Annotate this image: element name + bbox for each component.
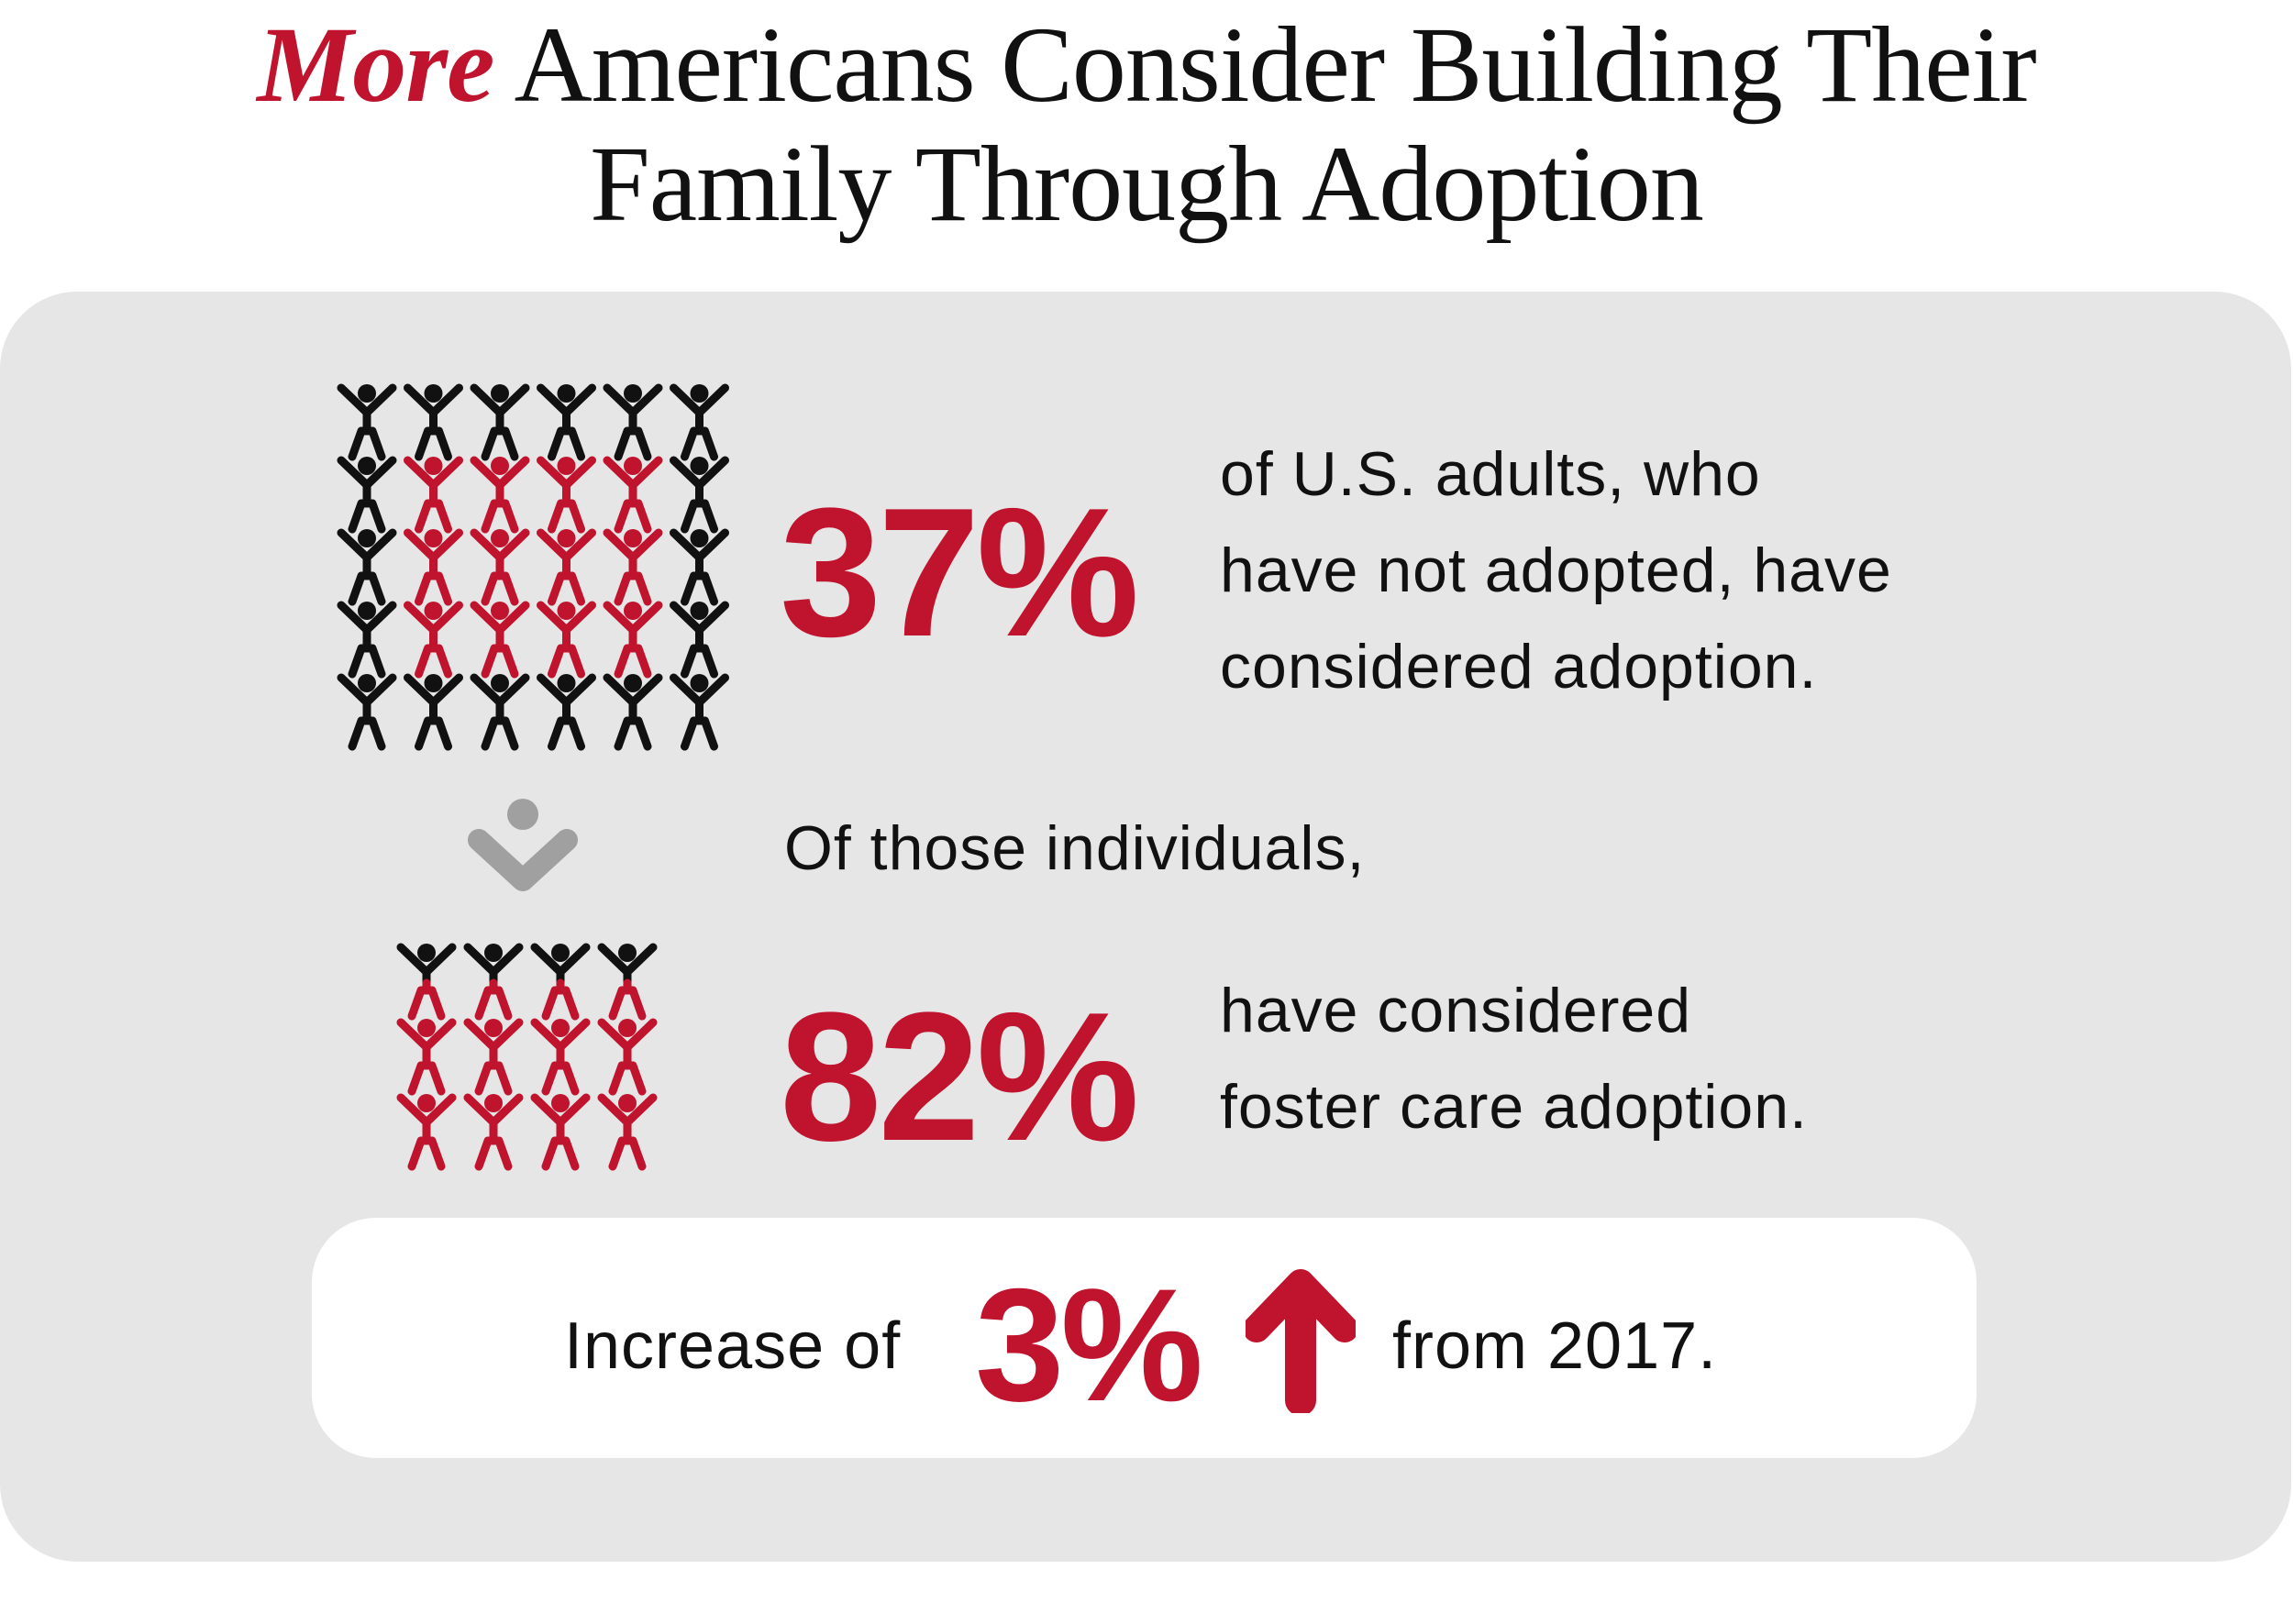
person-icon (530, 1018, 591, 1096)
person-icon (404, 528, 463, 606)
person-icon (670, 673, 729, 751)
person-icon (597, 943, 658, 1021)
person-icon (337, 528, 397, 606)
person-icon (537, 673, 596, 751)
person-icon (670, 383, 729, 461)
person-icon (597, 1018, 658, 1096)
title-emphasis: More (257, 5, 494, 125)
person-icon (337, 383, 397, 461)
person-icon (470, 383, 530, 461)
stat-82-description: have considered foster care adoption. (1220, 963, 1808, 1155)
person-icon (530, 943, 591, 1021)
stat-37-line-3: considered adoption. (1220, 632, 1818, 702)
person-icon (603, 528, 663, 606)
person-icon (670, 456, 729, 534)
person-icon (537, 456, 596, 534)
increase-callout (312, 1218, 1977, 1458)
stat-37-line-1: of U.S. adults, who (1220, 439, 1761, 509)
person-icon (470, 673, 530, 751)
person-icon (537, 528, 596, 606)
person-icon (670, 601, 729, 679)
callout-suffix: from 2017. (1392, 1309, 1718, 1383)
title-line1: Americans Consider Building Their (514, 5, 2037, 125)
person-icon (404, 673, 463, 751)
transition-text: Of those individuals, (784, 813, 1366, 883)
stat-37-line-2: have not adopted, have (1220, 536, 1892, 605)
person-icon (470, 456, 530, 534)
person-icon (603, 456, 663, 534)
person-icon (463, 1093, 524, 1171)
person-icon (337, 673, 397, 751)
person-icon (463, 1018, 524, 1096)
pictogram-37-svg (337, 383, 729, 751)
person-icon (603, 601, 663, 679)
chevron-down-icon (468, 799, 578, 891)
pictogram-grid-37 (335, 381, 729, 751)
stat-82-value: 82% (780, 975, 1139, 1179)
person-icon (603, 673, 663, 751)
person-icon (470, 528, 530, 606)
up-arrow-icon (1246, 1269, 1356, 1413)
person-icon (396, 1018, 457, 1096)
person-icon (537, 601, 596, 679)
title-line2: Family Through Adoption (590, 124, 1704, 244)
callout-value: 3% (975, 1256, 1203, 1435)
pictogram-grid-82 (396, 940, 674, 1171)
callout-prefix: Increase of (564, 1309, 902, 1383)
person-icon (537, 383, 596, 461)
person-icon (404, 456, 463, 534)
person-icon (470, 601, 530, 679)
person-icon (404, 601, 463, 679)
person-icon (603, 383, 663, 461)
person-icon (597, 1093, 658, 1171)
pictogram-82-svg (396, 943, 658, 1171)
stat-82-line-2: foster care adoption. (1220, 1072, 1808, 1142)
stat-37-description: of U.S. adults, who have not adopted, ha… (1220, 426, 1892, 715)
person-icon (396, 943, 457, 1021)
person-icon (337, 601, 397, 679)
page-title: More Americans Consider Building Their Fa… (0, 0, 2293, 244)
person-icon (463, 943, 524, 1021)
person-icon (530, 1093, 591, 1171)
stat-82-line-1: have considered (1220, 976, 1692, 1045)
stat-37-value: 37% (780, 470, 1139, 675)
person-icon (404, 383, 463, 461)
person-icon (337, 456, 397, 534)
person-icon (670, 528, 729, 606)
person-icon (396, 1093, 457, 1171)
